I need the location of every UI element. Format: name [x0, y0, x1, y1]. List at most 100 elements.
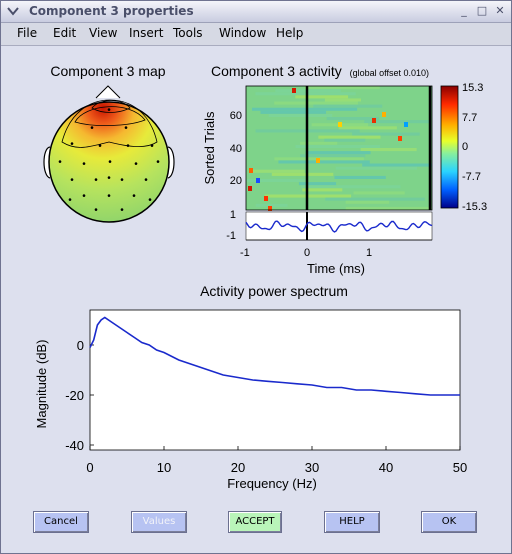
- electrode-dot: •: [68, 195, 72, 206]
- electrode-dot: •: [144, 175, 148, 186]
- erp-line: [245, 220, 433, 233]
- erp-stripe: [300, 185, 401, 189]
- erp-stripe: [353, 191, 405, 195]
- erp-stripe: [352, 132, 420, 136]
- spectrum-y-tick: 0: [77, 338, 84, 353]
- spectrum-x-tick: 30: [305, 460, 319, 475]
- erp-stripe: [345, 200, 390, 204]
- electrode-dot: •: [107, 173, 111, 184]
- erp-stripe: [274, 101, 358, 105]
- electrode-dot: •: [70, 175, 74, 186]
- erp-spot: [248, 186, 252, 191]
- electrode-dot: •: [98, 141, 102, 152]
- title-bar[interactable]: Component 3 properties _ □ ✕: [1, 1, 511, 23]
- erp-stripe: [295, 95, 349, 99]
- erp-stripe: [324, 98, 362, 102]
- spectrum-y-tick: -20: [65, 388, 84, 403]
- spectrum-y-label: Magnitude (dB): [34, 340, 49, 429]
- y-tick-label: 60: [230, 110, 242, 122]
- erp-image: Sorted Trials 60 40 20: [202, 85, 433, 211]
- ok-button[interactable]: OK: [421, 511, 477, 533]
- erp-spot: [338, 122, 342, 127]
- erp-spot: [292, 88, 296, 93]
- electrode-dot: •: [90, 123, 94, 134]
- menu-file[interactable]: File: [17, 26, 38, 40]
- erp-stripe: [255, 203, 288, 207]
- erp-spot: [264, 196, 268, 201]
- map-title: Component 3 map: [50, 63, 165, 79]
- electrode-dot: •: [124, 123, 128, 134]
- erp-stripe: [305, 151, 371, 155]
- cancel-button[interactable]: Cancel: [33, 511, 89, 533]
- colorbar-tick: 7.7: [462, 112, 477, 124]
- minimize-icon[interactable]: _: [461, 4, 467, 17]
- spectrum-y-tick: -40: [65, 438, 84, 453]
- electrode-dot: •: [120, 175, 124, 186]
- menu-edit[interactable]: Edit: [53, 26, 77, 40]
- erp-stripe: [252, 107, 358, 111]
- electrode-dot: •: [94, 175, 98, 186]
- menu-view[interactable]: View: [89, 26, 118, 40]
- contour-line: [61, 99, 158, 148]
- y-tick-label: 40: [230, 143, 242, 155]
- electrode-dot: •: [132, 191, 136, 202]
- erp-trace: 1 -1 -1 0 1 Time (ms): [226, 209, 433, 276]
- spectrum-x-tick: 40: [379, 460, 393, 475]
- spectrum-x-tick: 10: [157, 460, 171, 475]
- erp-stripe: [364, 120, 430, 124]
- erp-stripe: [334, 175, 386, 179]
- help-button[interactable]: HELP: [324, 511, 380, 533]
- erp-stripe: [298, 182, 337, 186]
- erp-stripe: [295, 144, 380, 148]
- erp-stripe: [302, 188, 343, 192]
- erp-spot: [404, 122, 408, 127]
- erp-spot: [256, 178, 260, 183]
- erp-stripe: [338, 126, 397, 130]
- electrode-dot: •: [120, 205, 124, 216]
- spectrum-plot: 0 10 20 30 40 50 0 -20 -40 Magnitude (dB) Freque…: [34, 309, 467, 491]
- electrode-dot: •: [107, 105, 111, 116]
- accept-button[interactable]: ACCEPT: [228, 511, 282, 533]
- head-right-ear: [167, 146, 175, 179]
- spectrum-line: [89, 316, 460, 396]
- close-icon[interactable]: ✕: [495, 4, 505, 17]
- electrode-dot: •: [82, 159, 86, 170]
- erp-stripe: [362, 163, 432, 167]
- spectrum-axes: [89, 309, 461, 451]
- window-title: Component 3 properties: [29, 4, 194, 18]
- erp-x-tick: -1: [240, 247, 250, 259]
- contour-line: [91, 100, 131, 113]
- spectrum-x-tick: 50: [453, 460, 467, 475]
- spectrum-x-tick: 0: [86, 460, 93, 475]
- erp-stripe: [300, 154, 366, 158]
- window-menu-icon[interactable]: [7, 6, 19, 16]
- menu-help[interactable]: Help: [276, 26, 304, 40]
- colorbar-tick: -7.7: [462, 171, 481, 183]
- menu-tools[interactable]: Tools: [173, 26, 203, 40]
- erp-stripe: [300, 141, 338, 145]
- colorbar-tick: 0: [462, 141, 468, 153]
- erp-spots: [248, 88, 408, 211]
- scalp-map: •• •• • • •• • • • •• • • •• • •• •• ••: [43, 85, 175, 223]
- electrode-dot: •: [148, 195, 152, 206]
- contour-line: [74, 106, 146, 127]
- head-outline: [48, 101, 170, 223]
- electrode-dot: •: [107, 191, 111, 202]
- menu-insert[interactable]: Insert: [129, 26, 164, 40]
- electrode-dot: •: [126, 141, 130, 152]
- menu-window[interactable]: Window: [219, 26, 267, 40]
- erp-stripe: [278, 160, 370, 164]
- electrode-dot: •: [70, 139, 74, 150]
- activity-title: Component 3 activity (global offset 0.01…: [211, 63, 429, 79]
- values-button[interactable]: Values: [131, 511, 187, 533]
- menu-bar: File Edit View Insert Tools Window Help: [1, 23, 511, 46]
- y-tick-label: 20: [230, 175, 242, 187]
- erp-spot: [268, 206, 272, 211]
- spectrum-title: Activity power spectrum: [200, 283, 348, 299]
- erp-image-frame: [245, 85, 433, 211]
- erp-y-tick: 1: [230, 209, 236, 221]
- erp-x-label: Time (ms): [307, 261, 365, 276]
- erp-stripe: [345, 206, 432, 210]
- electrode-dot: •: [134, 159, 138, 170]
- maximize-icon[interactable]: □: [476, 4, 488, 17]
